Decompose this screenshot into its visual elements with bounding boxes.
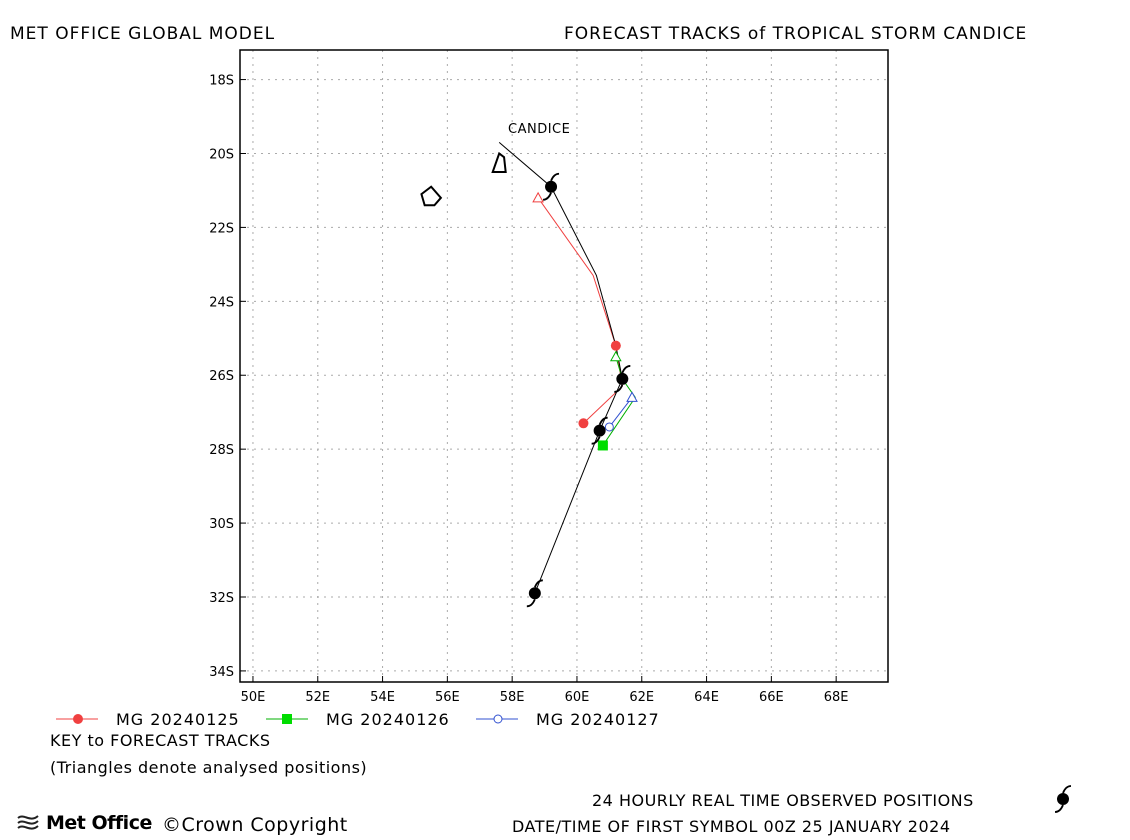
right-title: FORECAST TRACKS of TROPICAL STORM CANDIC… xyxy=(564,24,1028,44)
observed-track-line xyxy=(498,142,623,594)
y-tick-label: 30S xyxy=(209,517,234,532)
storm-symbol-arm xyxy=(614,384,624,393)
y-tick-label: 34S xyxy=(209,665,234,680)
storm-symbol-core xyxy=(593,424,606,437)
key-note: (Triangles denote analysed positions) xyxy=(50,758,368,777)
island-outline xyxy=(491,151,507,173)
legend-label: MG 20240127 xyxy=(536,710,660,729)
y-tick-label: 20S xyxy=(209,147,234,162)
storm-label: CANDICE xyxy=(508,122,570,137)
copyright-text: ©Crown Copyright xyxy=(162,814,348,836)
storm-symbol-icon xyxy=(526,579,543,608)
y-tick-label: 24S xyxy=(209,295,234,310)
forecast-track-line xyxy=(608,397,633,428)
storm-symbol-arm xyxy=(550,172,560,182)
storm-symbol-core xyxy=(545,180,558,193)
forecast-track-line xyxy=(602,356,636,446)
axis-labels: 50E 52E 54E 56E 58E 60E 62E 64E 66E 68E 18S 20S 22S 2… xyxy=(209,74,848,705)
storm-symbol-arm xyxy=(621,365,631,374)
x-tick-label: 50E xyxy=(241,690,266,705)
storm-symbol-core xyxy=(528,587,541,600)
islands xyxy=(420,151,507,207)
y-tick-label: 18S xyxy=(209,74,234,89)
observed-storm-icon xyxy=(1054,785,1072,813)
x-tick-label: 68E xyxy=(824,690,849,705)
legend-item-20240127: MG 20240127 xyxy=(476,710,686,729)
x-tick-label: 66E xyxy=(759,690,784,705)
analysed-triangle xyxy=(532,191,544,203)
symbols xyxy=(526,172,638,608)
forecast-marker xyxy=(604,422,614,432)
storm-symbol-arm xyxy=(542,192,552,201)
forecast-marker xyxy=(597,440,608,451)
legend-marker-square-icon xyxy=(266,714,308,724)
storm-symbol-arm xyxy=(591,436,601,445)
storm-symbol-arm xyxy=(534,579,543,588)
observed-note: 24 HOURLY REAL TIME OBSERVED POSITIONS xyxy=(592,791,974,810)
storm-symbol-arm xyxy=(598,416,608,426)
forecast-marker xyxy=(610,340,621,351)
y-tick-label: 26S xyxy=(209,369,234,384)
y-tick-label: 28S xyxy=(209,443,234,458)
x-tick-label: 58E xyxy=(500,690,525,705)
storm-symbol-arm xyxy=(526,598,536,608)
forecast-track-line xyxy=(537,197,623,424)
forecast-marker xyxy=(578,418,589,429)
analysed-triangle xyxy=(609,350,622,362)
x-tick-label: 56E xyxy=(435,690,460,705)
logo-text: Met Office xyxy=(46,812,152,834)
storm-symbol-core xyxy=(616,372,629,385)
y-tick-label: 32S xyxy=(209,591,234,606)
x-tick-label: 64E xyxy=(694,690,719,705)
island-outline xyxy=(420,185,443,207)
legend-item-20240126: MG 20240126 xyxy=(266,710,476,729)
legend-marker-circle-icon xyxy=(56,714,98,724)
legend-item-20240125: MG 20240125 xyxy=(56,710,266,729)
map-frame xyxy=(239,49,889,683)
tracks xyxy=(498,142,636,594)
x-tick-label: 62E xyxy=(629,690,654,705)
legend-marker-open-circle-icon xyxy=(476,714,518,724)
map-grid xyxy=(240,50,888,682)
storm-symbol-icon xyxy=(542,172,560,201)
storm-symbol-icon xyxy=(591,416,608,445)
analysed-triangle xyxy=(626,391,638,402)
datetime-note: DATE/TIME OF FIRST SYMBOL 00Z 25 JANUARY… xyxy=(512,817,951,836)
x-tick-label: 54E xyxy=(370,690,395,705)
storm-symbol-icon xyxy=(614,365,631,393)
met-office-waves-icon xyxy=(17,815,39,830)
key-title: KEY to FORECAST TRACKS xyxy=(50,731,271,750)
legend-label: MG 20240126 xyxy=(326,710,450,729)
x-tick-label: 60E xyxy=(565,690,590,705)
left-title: MET OFFICE GLOBAL MODEL xyxy=(10,24,276,44)
legend-label: MG 20240125 xyxy=(116,710,240,729)
y-tick-label: 22S xyxy=(209,221,234,236)
x-tick-label: 52E xyxy=(305,690,330,705)
